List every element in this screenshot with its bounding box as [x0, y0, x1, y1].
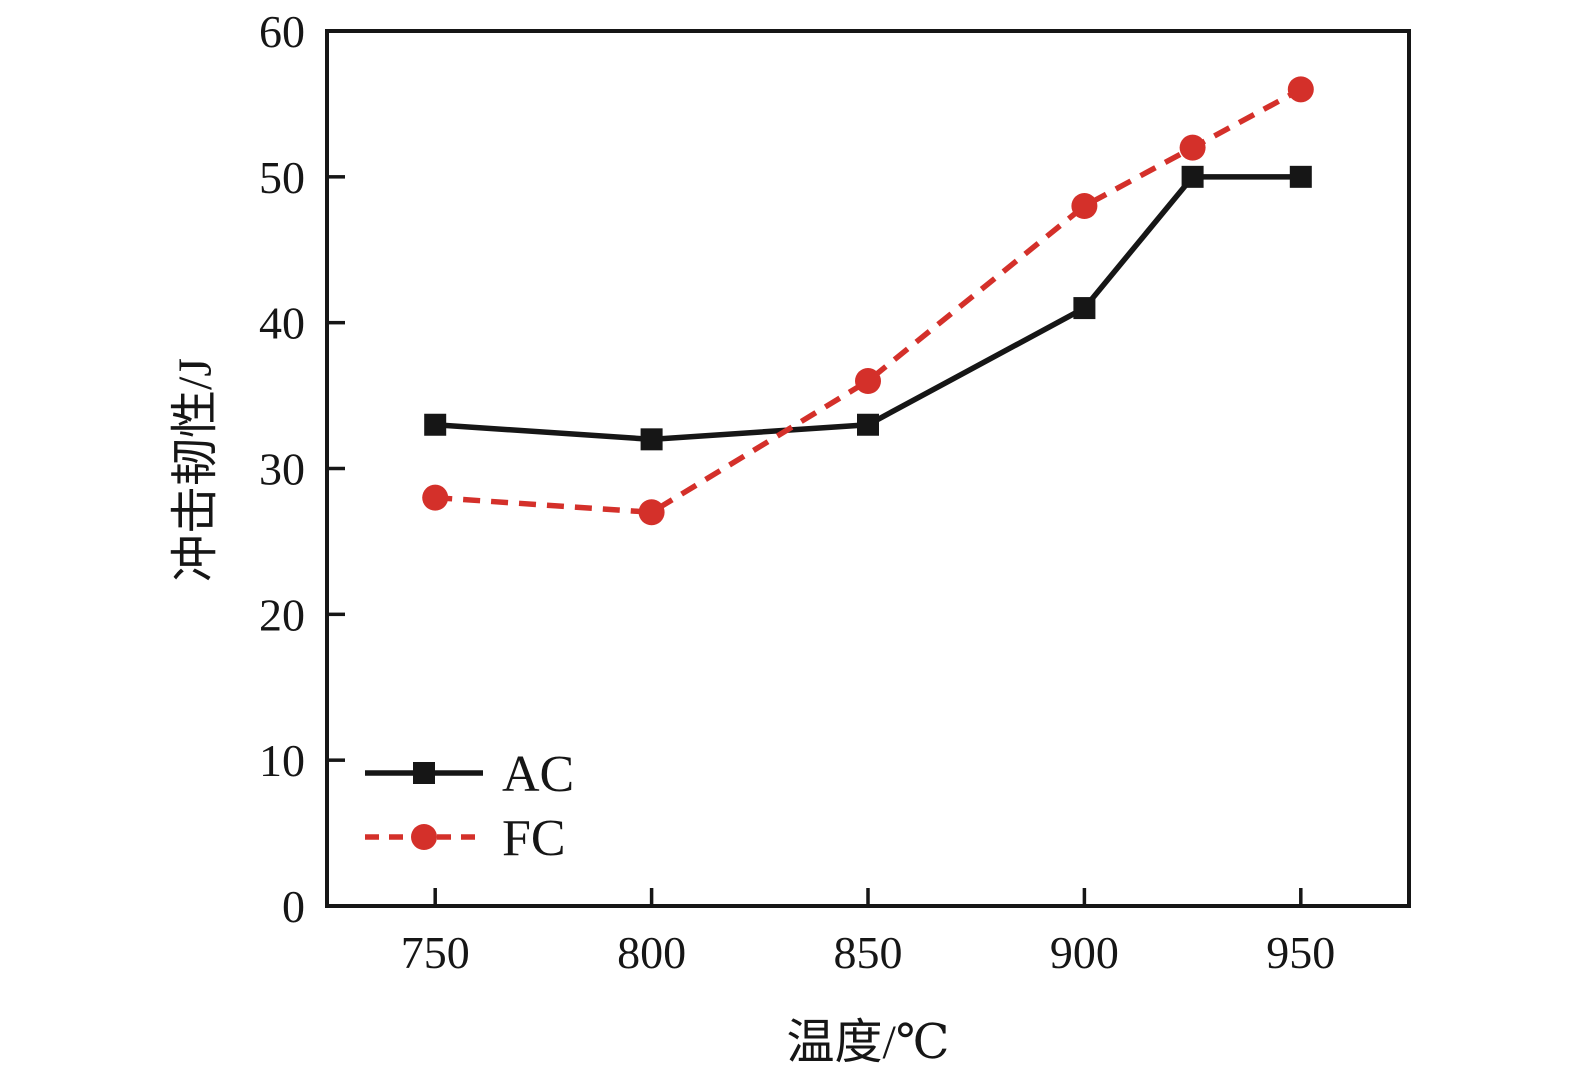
x-tick-label: 750 — [401, 927, 470, 978]
x-tick-label: 950 — [1266, 927, 1335, 978]
series-fc-line — [435, 86, 1303, 516]
series-ac-square-marker — [857, 413, 879, 436]
legend-ac-square-marker — [413, 762, 435, 784]
series-ac-square-marker — [1073, 297, 1096, 320]
x-tick-label: 850 — [834, 927, 903, 978]
y-tick-label: 0 — [282, 881, 305, 932]
y-tick-label: 40 — [259, 298, 305, 349]
y-axis-title: 冲击韧性/J — [169, 357, 222, 583]
plot-border — [325, 29, 1411, 908]
y-tick-label: 60 — [259, 6, 305, 57]
legend-ac-label: AC — [502, 746, 574, 803]
series-ac-square-marker — [1181, 165, 1204, 188]
series-fc-circle-marker — [855, 368, 881, 394]
y-tick-label: 30 — [259, 444, 305, 495]
legend-fc-circle-marker — [411, 824, 437, 850]
series-ac-square-marker — [640, 428, 663, 451]
series-ac-line — [435, 174, 1301, 443]
y-tick-label: 50 — [259, 152, 305, 203]
series-fc-circle-marker — [638, 499, 665, 526]
series-ac-square-marker — [1289, 165, 1312, 188]
series-ac-square-marker — [424, 413, 447, 436]
y-tick-label: 20 — [259, 589, 305, 640]
x-axis-title: 温度/℃ — [786, 1016, 950, 1069]
y-tick-label: 10 — [259, 735, 305, 786]
series-fc-circle-marker — [1071, 193, 1098, 219]
series-fc-circle-marker — [1287, 76, 1314, 103]
series-fc-circle-marker — [1179, 134, 1206, 161]
legend-fc-label: FC — [502, 810, 566, 867]
series-fc-circle-marker — [422, 484, 449, 511]
x-tick-label: 800 — [617, 927, 686, 978]
x-tick-label: 900 — [1050, 927, 1119, 978]
